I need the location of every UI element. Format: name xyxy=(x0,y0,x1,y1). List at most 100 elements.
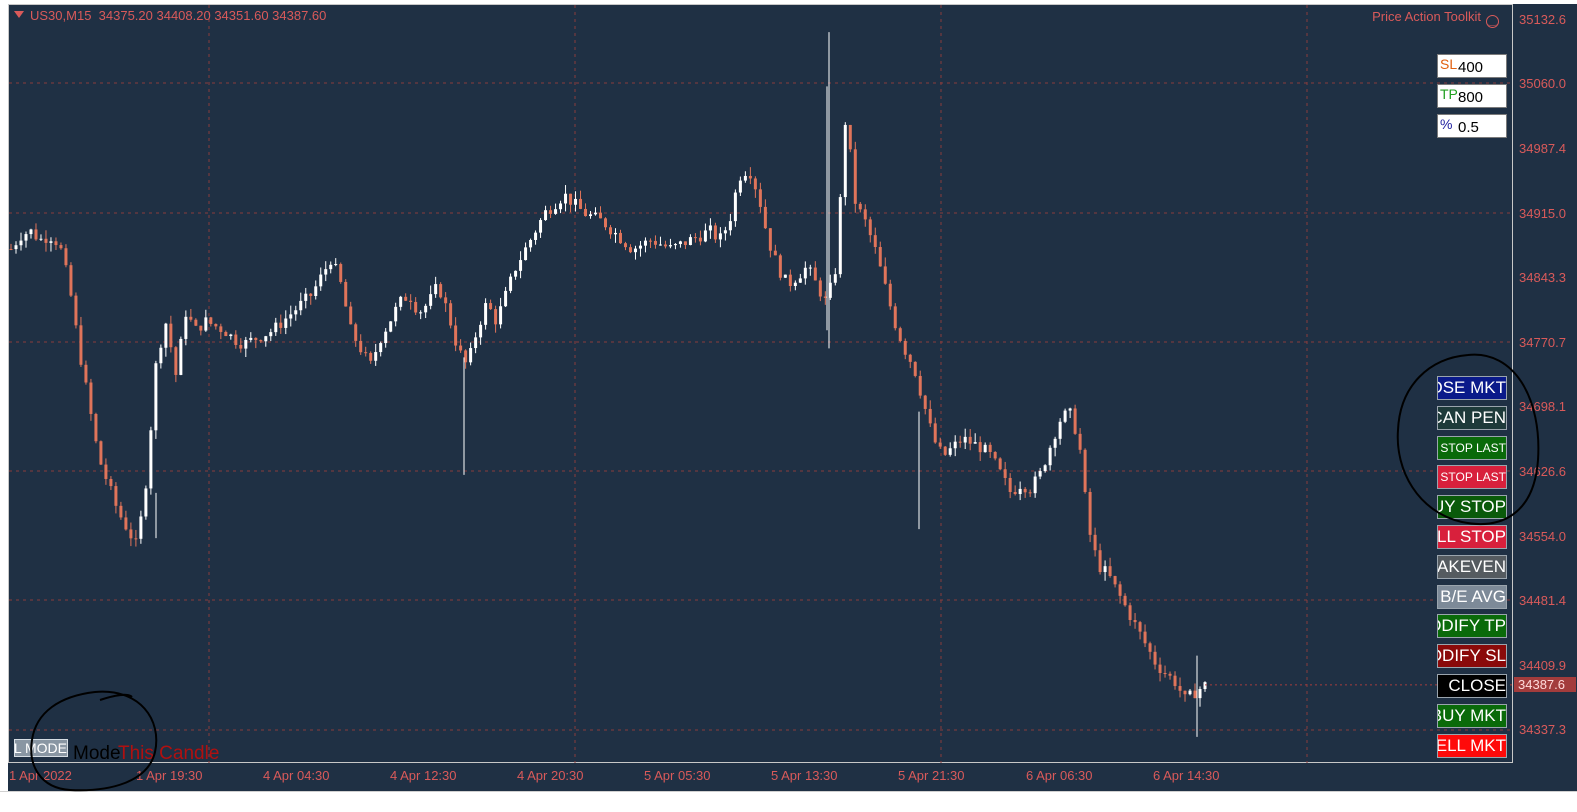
candle-body xyxy=(1153,651,1157,665)
chart-canvas[interactable] xyxy=(9,5,1514,764)
time-label: 5 Apr 05:30 xyxy=(644,768,711,783)
sl-input[interactable]: SL 400 xyxy=(1437,54,1507,78)
candle-body xyxy=(349,306,353,325)
candle-body xyxy=(604,218,608,228)
b-e-avg-button[interactable]: B/E AVG xyxy=(1437,584,1507,609)
candle-body xyxy=(743,175,747,181)
candle-body xyxy=(1188,690,1192,695)
price-label: 34481.4 xyxy=(1519,593,1566,608)
button-label: BUY STOP xyxy=(1438,497,1506,517)
candle-body xyxy=(414,301,418,313)
price-label: 34915.0 xyxy=(1519,206,1566,221)
candle-body xyxy=(499,306,503,325)
sell-stop-last-button[interactable]: SELL STOP LAST xyxy=(1437,465,1507,490)
candle-body xyxy=(748,175,752,179)
candle-body xyxy=(853,149,857,204)
sl-mode-button[interactable]: SL MODE xyxy=(14,739,68,757)
indicator-label: Price Action Toolkit ‿ xyxy=(1372,9,1499,28)
modify-tp-button[interactable]: MODIFY TP xyxy=(1437,614,1507,639)
candle-body xyxy=(968,436,972,444)
collapse-triangle-icon[interactable] xyxy=(14,11,24,18)
buy-mkt-button[interactable]: BUY MKT xyxy=(1437,703,1507,728)
candle-body xyxy=(309,293,313,296)
candle-body xyxy=(1168,673,1172,676)
sell-stop-button[interactable]: SELL STOP xyxy=(1437,525,1507,549)
time-axis[interactable] xyxy=(8,763,1513,791)
candle-body xyxy=(918,375,922,396)
candle-body xyxy=(229,334,233,337)
candle-body xyxy=(479,324,483,338)
candle-body xyxy=(434,284,438,295)
risk-value[interactable]: 0.5 xyxy=(1458,119,1479,136)
close-mkt-button[interactable]: CLOSE MKT xyxy=(1437,376,1507,400)
candle-body xyxy=(1158,664,1162,674)
candle-body xyxy=(259,340,263,342)
candle-body xyxy=(494,309,498,325)
candle-body xyxy=(189,316,193,320)
candle-body xyxy=(374,352,378,361)
sl-label: SL xyxy=(1440,56,1458,72)
candle-body xyxy=(324,269,328,275)
candle-body xyxy=(234,334,238,345)
candle-body xyxy=(693,237,697,239)
price-axis[interactable] xyxy=(1513,4,1577,763)
candle-body xyxy=(154,363,158,431)
candle-body xyxy=(39,238,43,240)
candle-body xyxy=(813,267,817,281)
sell-mkt-button[interactable]: SELL MKT xyxy=(1437,733,1507,758)
candle-body xyxy=(429,294,433,306)
candle-body xyxy=(658,244,662,246)
risk-input[interactable]: % 0.5 xyxy=(1437,114,1507,138)
candle-body xyxy=(34,229,38,240)
sl-value[interactable]: 400 xyxy=(1458,59,1484,76)
candle-body xyxy=(94,413,98,442)
close-button[interactable]: CLOSE xyxy=(1437,674,1507,698)
candle-body xyxy=(544,210,548,221)
candle-body xyxy=(648,240,652,242)
candle-body xyxy=(778,255,782,278)
button-label: CLOSE MKT xyxy=(1438,378,1506,397)
button-label: MODIFY SL xyxy=(1438,646,1506,666)
candle-body xyxy=(1003,469,1007,478)
candle-body xyxy=(54,241,58,246)
candle-body xyxy=(988,444,992,452)
candle-body xyxy=(633,248,637,253)
candle-body xyxy=(1193,690,1197,699)
candle-body xyxy=(908,354,912,362)
candle-body xyxy=(584,208,588,217)
tp-input[interactable]: TP 800 xyxy=(1437,84,1507,108)
candle-body xyxy=(424,305,428,313)
can-pen-button[interactable]: CAN PEN xyxy=(1437,405,1507,430)
time-label: 4 Apr 20:30 xyxy=(517,768,584,783)
tp-value[interactable]: 800 xyxy=(1458,89,1484,106)
candle-body xyxy=(933,423,937,443)
modify-sl-button[interactable]: MODIFY SL xyxy=(1437,644,1507,669)
candle-body xyxy=(638,245,642,249)
candle-body xyxy=(993,451,997,459)
button-label: MODIFY TP xyxy=(1438,616,1506,636)
candle-body xyxy=(688,237,692,246)
candle-body xyxy=(369,352,373,361)
candle-body xyxy=(1173,675,1177,687)
candle-body xyxy=(219,326,223,332)
candle-body xyxy=(134,538,138,540)
candle-body xyxy=(269,332,273,337)
price-label: 34409.9 xyxy=(1519,658,1566,673)
candle-body xyxy=(673,244,677,246)
candle-body xyxy=(838,197,842,275)
button-label: BREAKEVEN xyxy=(1437,556,1506,576)
candle-body xyxy=(169,323,173,348)
price-label: 34626.6 xyxy=(1519,464,1566,479)
buy-stop-button[interactable]: BUY STOP xyxy=(1437,495,1507,520)
candle-text: This Candle xyxy=(118,743,220,764)
candle-body xyxy=(489,303,493,310)
time-label: 5 Apr 13:30 xyxy=(771,768,838,783)
candle-body xyxy=(738,180,742,193)
candle-body xyxy=(539,220,543,233)
chart-title: US30,M15 34375.20 34408.20 34351.60 3438… xyxy=(14,8,326,23)
chart-plot-area[interactable] xyxy=(8,4,1514,764)
candle-body xyxy=(958,441,962,443)
buy-stop-last-button[interactable]: BUY STOP LAST xyxy=(1437,435,1507,460)
breakeven-button[interactable]: BREAKEVEN xyxy=(1437,554,1507,579)
candle-body xyxy=(449,303,453,326)
